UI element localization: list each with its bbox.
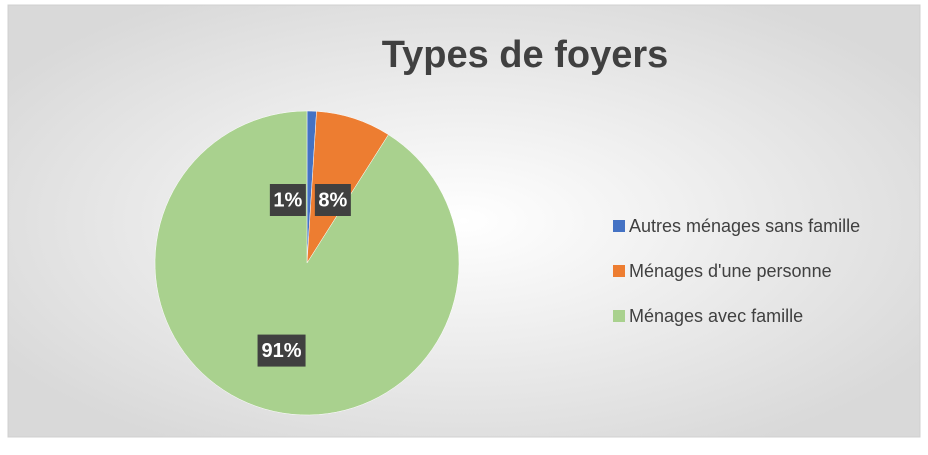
legend-label: Autres ménages sans famille: [629, 216, 860, 236]
chart-area: [7, 4, 921, 438]
data-label-box: [314, 184, 351, 216]
data-label: 8%: [318, 189, 347, 211]
legend-swatch: [613, 265, 625, 277]
pie-slice: [154, 110, 460, 416]
data-label-box: [257, 334, 306, 367]
legend-label: Ménages avec famille: [629, 306, 803, 326]
data-label: 1%: [273, 189, 302, 211]
chart-title: Types de foyers: [382, 34, 669, 76]
data-label-box: [269, 184, 306, 216]
legend-swatch: [613, 220, 625, 232]
legend-swatch: [613, 310, 625, 322]
data-label: 91%: [262, 340, 302, 362]
legend-label: Ménages d'une personne: [629, 261, 832, 281]
